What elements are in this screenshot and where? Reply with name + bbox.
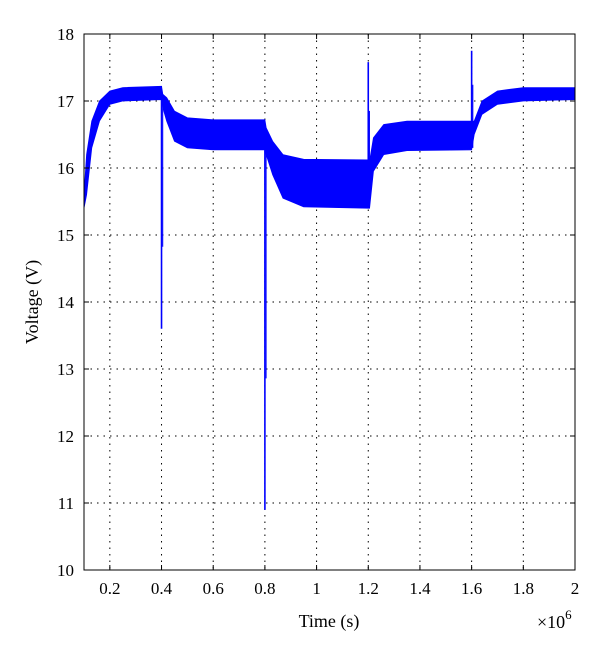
x-tick-label: 0.6 [203,579,224,598]
y-tick-label: 15 [57,226,74,245]
y-axis-title: Voltage (V) [22,260,43,344]
x-multiplier-exponent: 6 [565,607,572,622]
y-tick-label: 18 [57,25,74,44]
x-tick-label: 1.2 [358,579,379,598]
x-tick-label: 1.8 [513,579,534,598]
y-tick-label: 16 [57,159,74,178]
y-tick-label: 10 [57,561,74,580]
x-multiplier-base: ×10 [537,612,565,632]
y-tick-label: 11 [58,494,74,513]
x-tick-label: 0.8 [254,579,275,598]
grid [84,34,575,570]
x-tick-labels: 0.2 0.4 0.6 0.8 1 1.2 1.4 1.6 1.8 2 [99,579,579,598]
x-tick-label: 0.4 [151,579,173,598]
series-voltage [83,50,576,510]
voltage-ripple-band [83,85,576,209]
y-tick-label: 17 [57,92,75,111]
ticks [84,33,576,571]
x-tick-label: 1.6 [461,579,482,598]
y-tick-label: 14 [57,293,75,312]
y-tick-label: 12 [57,427,74,446]
x-tick-label: 2 [571,579,580,598]
y-tick-labels: 10 11 12 13 14 15 16 17 18 [57,25,75,580]
x-tick-label: 0.2 [99,579,120,598]
x-tick-label: 1.4 [409,579,431,598]
y-tick-label: 13 [57,360,74,379]
x-multiplier: ×106 [537,607,572,632]
x-tick-label: 1 [312,579,321,598]
x-axis-title: Time (s) [299,611,360,632]
